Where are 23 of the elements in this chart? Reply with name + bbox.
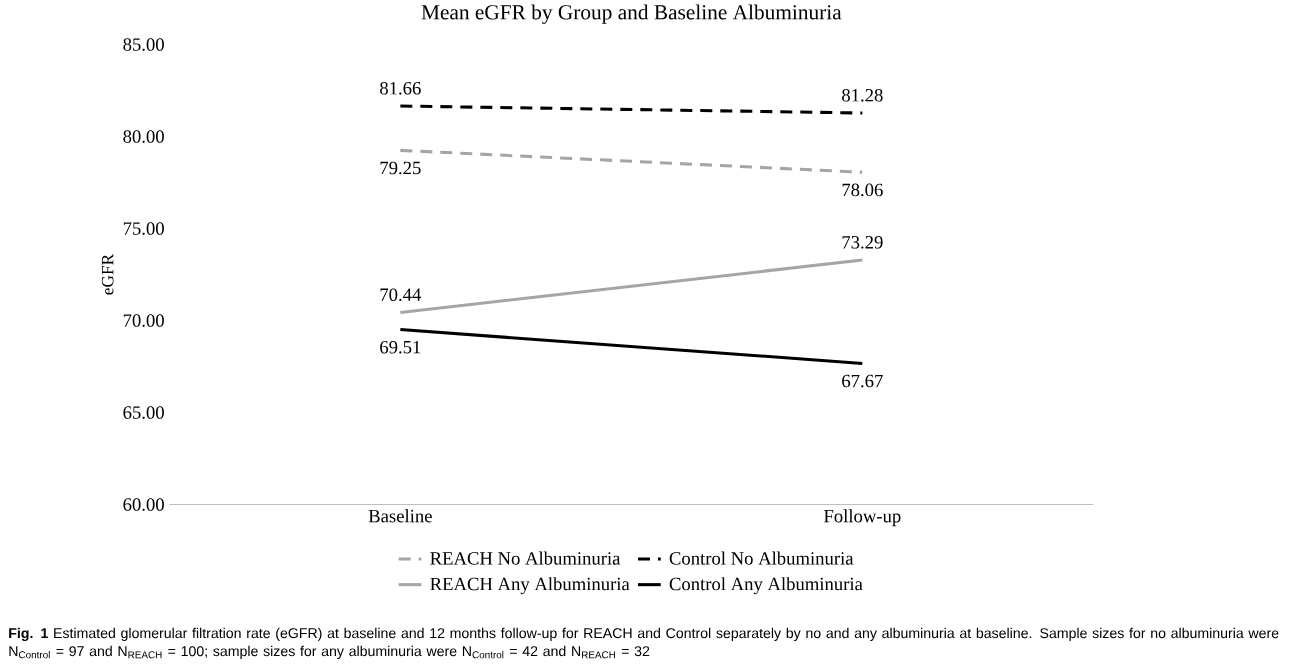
data-label: 73.29: [842, 235, 883, 249]
x-tick-label: Follow-up: [823, 509, 901, 527]
y-tick-label: 70.00: [123, 314, 164, 327]
legend-label: Control Any Albuminuria: [669, 577, 863, 595]
data-label: 67.67: [842, 374, 883, 388]
legend-label: REACH No Albuminuria: [430, 551, 621, 565]
data-label: 79.25: [380, 161, 421, 175]
data-label: 78.06: [842, 183, 883, 197]
x-tick-label: Baseline: [368, 509, 432, 523]
legend-label: Control No Albuminuria: [669, 551, 854, 565]
y-axis-title: eGFR: [101, 253, 114, 295]
legend-label: REACH Any Albuminuria: [430, 577, 630, 595]
y-tick-label: 85.00: [123, 38, 164, 51]
data-label: 70.44: [380, 288, 422, 301]
y-tick-label: 60.00: [123, 498, 164, 511]
data-label: 81.28: [842, 88, 883, 102]
y-tick-label: 80.00: [123, 130, 164, 143]
data-label: 69.51: [380, 340, 421, 354]
y-tick-label: 65.00: [123, 406, 164, 419]
data-label: 81.66: [380, 81, 421, 95]
y-tick-label: 75.00: [123, 222, 164, 235]
text: Fig. 1 Estimated glomerular filtration rate (eGFR) at baseline and 12 months follow-up for REACH and Control separately by no and any albuminuria at baseline. Sample sizes for no albuminuria were N$_{Control}$ = 97 and N$_{REACH}$ = 100; sample sizes for any albuminuria were N$_{Control}$ = 42 and N$_{REACH}$ = 32: [9, 627, 1279, 659]
chart-title: Mean eGFR by Group and Baseline Albuminuria: [421, 4, 842, 24]
